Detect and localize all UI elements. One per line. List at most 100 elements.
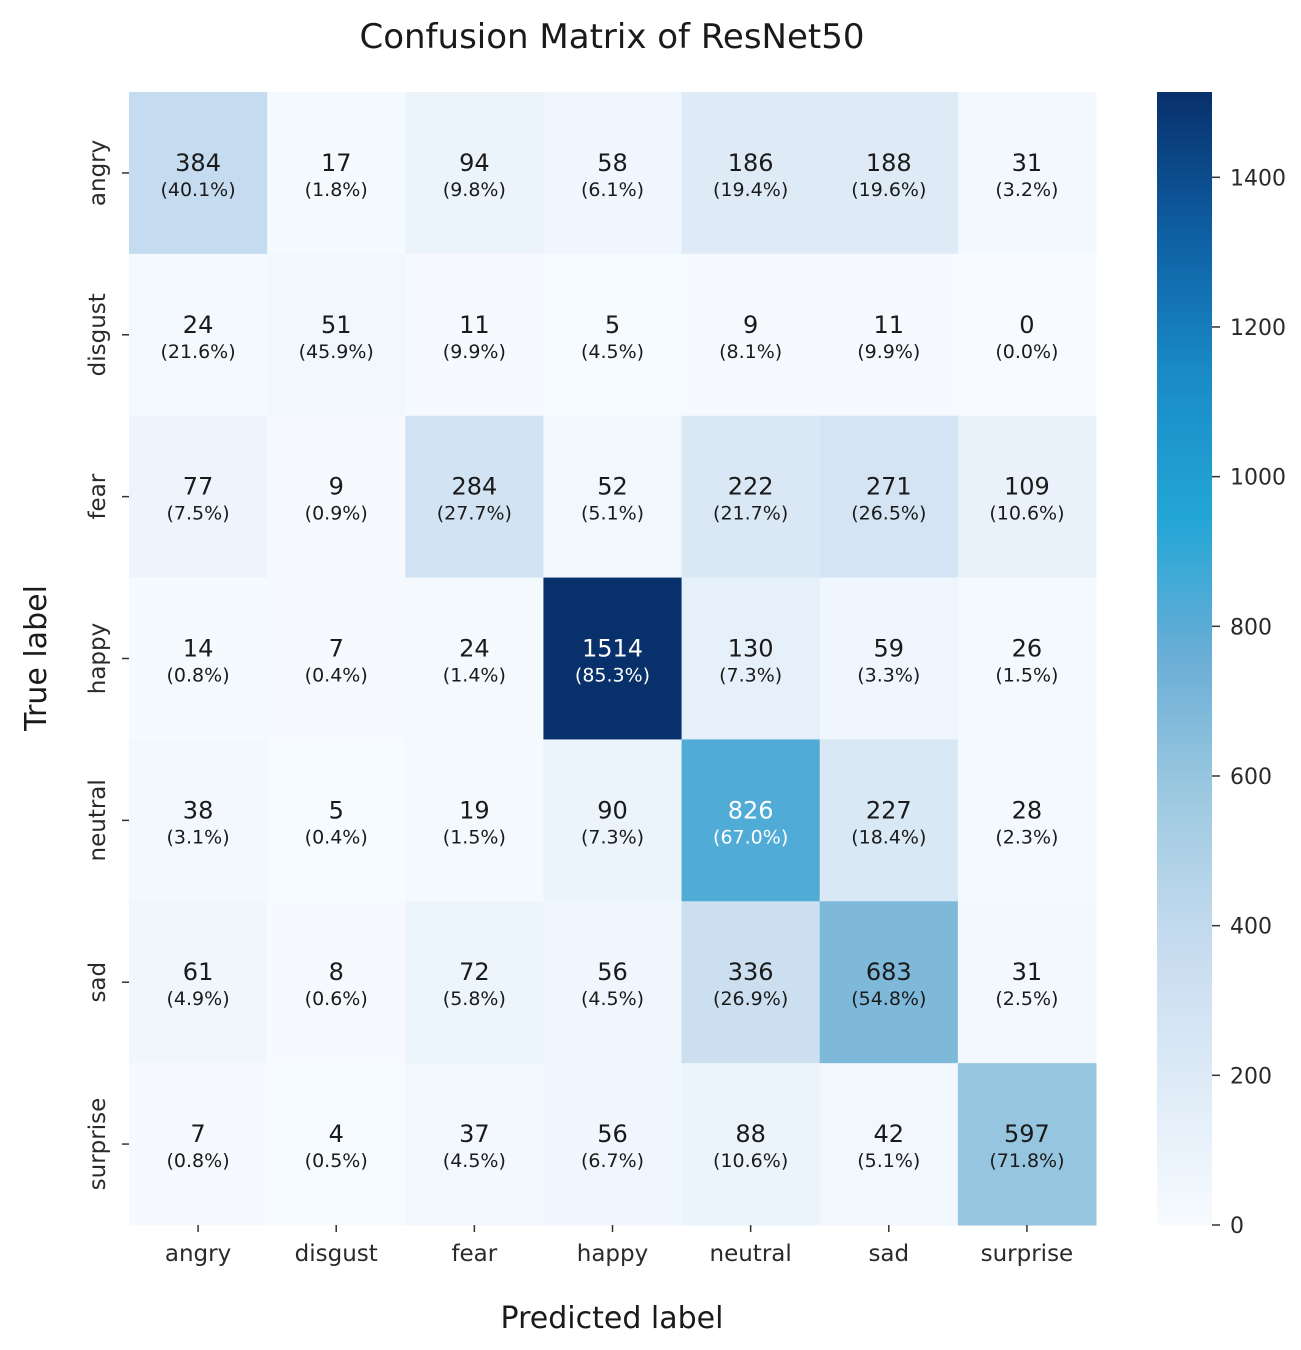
- cell-count-label: 14: [183, 635, 214, 663]
- cell-count-label: 336: [728, 958, 774, 986]
- cell-percent-label: (26.9%): [713, 988, 788, 1010]
- cell-count-label: 186: [728, 149, 774, 177]
- colorbar-tick-label: 600: [1230, 765, 1272, 790]
- cell-percent-label: (2.3%): [995, 826, 1058, 848]
- colorbar-tick-label: 400: [1230, 915, 1272, 940]
- cell-count-label: 31: [1012, 149, 1043, 177]
- cell-count-label: 597: [1004, 1120, 1050, 1148]
- cell-count-label: 9: [743, 311, 758, 339]
- cell-percent-label: (5.8%): [443, 988, 506, 1010]
- heatmap-cell: [957, 253, 1097, 417]
- cell-percent-label: (0.0%): [995, 341, 1058, 363]
- cell-count-label: 109: [1004, 473, 1050, 501]
- cell-percent-label: (40.1%): [160, 179, 235, 201]
- cell-count-label: 59: [874, 635, 905, 663]
- cell-count-label: 56: [597, 1120, 628, 1148]
- cell-percent-label: (19.6%): [851, 179, 926, 201]
- cell-count-label: 188: [866, 149, 912, 177]
- cell-count-label: 683: [866, 958, 912, 986]
- x-tick-label: happy: [577, 1241, 648, 1267]
- y-tick-label: fear: [85, 473, 111, 519]
- heatmap-cell: [405, 1063, 544, 1226]
- cell-percent-label: (7.3%): [581, 826, 644, 848]
- cell-percent-label: (10.6%): [713, 1150, 788, 1172]
- cell-count-label: 77: [183, 473, 214, 501]
- heatmap-cell: [129, 901, 268, 1064]
- cell-percent-label: (26.5%): [851, 503, 926, 525]
- heatmap-cell: [543, 739, 683, 902]
- cell-count-label: 37: [459, 1120, 490, 1148]
- heatmap-cell: [405, 577, 544, 740]
- colorbar-tick-label: 800: [1230, 615, 1272, 640]
- heatmap-cell: [681, 1063, 821, 1226]
- heatmap-cell: [957, 1063, 1097, 1226]
- cell-count-label: 384: [175, 149, 221, 177]
- colorbar-tick-label: 0: [1230, 1214, 1244, 1239]
- cell-count-label: 19: [459, 796, 490, 824]
- cell-count-label: 271: [866, 473, 912, 501]
- x-tick-label: angry: [165, 1241, 231, 1267]
- cell-percent-label: (6.1%): [581, 179, 644, 201]
- cell-count-label: 31: [1012, 958, 1043, 986]
- x-tick-label: sad: [868, 1241, 909, 1267]
- cell-count-label: 130: [728, 635, 774, 663]
- cell-percent-label: (7.5%): [167, 503, 230, 525]
- cell-count-label: 284: [451, 473, 497, 501]
- cell-percent-label: (10.6%): [989, 503, 1064, 525]
- cell-count-label: 17: [321, 149, 352, 177]
- cell-percent-label: (18.4%): [851, 826, 926, 848]
- heatmap-cell: [267, 415, 406, 579]
- heatmap-cell: [129, 739, 268, 902]
- y-tick-label: surprise: [85, 1098, 111, 1191]
- cell-count-label: 222: [728, 473, 774, 501]
- x-axis-title: Predicted label: [501, 1301, 724, 1336]
- heatmap-cell: [267, 1063, 406, 1226]
- cell-percent-label: (0.9%): [305, 503, 368, 525]
- heatmap-cell: [681, 415, 821, 579]
- cell-percent-label: (21.7%): [713, 503, 788, 525]
- cell-percent-label: (71.8%): [989, 1150, 1064, 1172]
- heatmap-cell: [681, 901, 821, 1064]
- heatmap-cell: [819, 415, 959, 579]
- cell-count-label: 56: [597, 958, 628, 986]
- heatmap-cell: [267, 92, 406, 255]
- cell-percent-label: (4.5%): [581, 341, 644, 363]
- x-tick-label: fear: [451, 1241, 497, 1267]
- cell-percent-label: (3.2%): [995, 179, 1058, 201]
- x-tick-label: neutral: [710, 1241, 792, 1267]
- heatmap-cell: [681, 739, 821, 902]
- x-axis-ticks: angry disgust fear happy neutral sad surprise: [165, 1225, 1073, 1267]
- y-axis-title: True label: [19, 585, 54, 732]
- cell-count-label: 8: [329, 958, 344, 986]
- y-tick-label: disgust: [85, 293, 111, 376]
- cell-percent-label: (8.1%): [719, 341, 782, 363]
- cell-percent-label: (19.4%): [713, 179, 788, 201]
- cell-count-label: 26: [1012, 635, 1043, 663]
- cell-count-label: 9: [329, 473, 344, 501]
- heatmap-cell: [405, 92, 544, 255]
- heatmap-cell: [681, 92, 821, 255]
- cell-percent-label: (27.7%): [437, 503, 512, 525]
- cell-count-label: 4: [329, 1120, 344, 1148]
- heatmap-cell: [957, 92, 1097, 255]
- cell-percent-label: (4.5%): [443, 1150, 506, 1172]
- heatmap-cell: [267, 901, 406, 1064]
- cell-percent-label: (0.4%): [305, 826, 368, 848]
- y-tick-label: sad: [85, 962, 111, 1003]
- colorbar-ticks: 0 200 400 600 800 1000 1200 1400: [1212, 166, 1286, 1239]
- cell-count-label: 227: [866, 796, 912, 824]
- cell-percent-label: (9.9%): [443, 341, 506, 363]
- cell-percent-label: (2.5%): [995, 988, 1058, 1010]
- heatmap-cell: [129, 577, 268, 740]
- cell-count-label: 7: [329, 635, 344, 663]
- cell-count-label: 51: [321, 311, 352, 339]
- cell-percent-label: (85.3%): [575, 665, 650, 687]
- cell-percent-label: (5.1%): [581, 503, 644, 525]
- heatmap-cell: [957, 577, 1097, 740]
- heatmap-cell: [957, 901, 1097, 1064]
- cell-percent-label: (0.5%): [305, 1150, 368, 1172]
- colorbar: [1157, 92, 1212, 1225]
- cell-count-label: 38: [183, 796, 214, 824]
- cell-percent-label: (1.5%): [995, 665, 1058, 687]
